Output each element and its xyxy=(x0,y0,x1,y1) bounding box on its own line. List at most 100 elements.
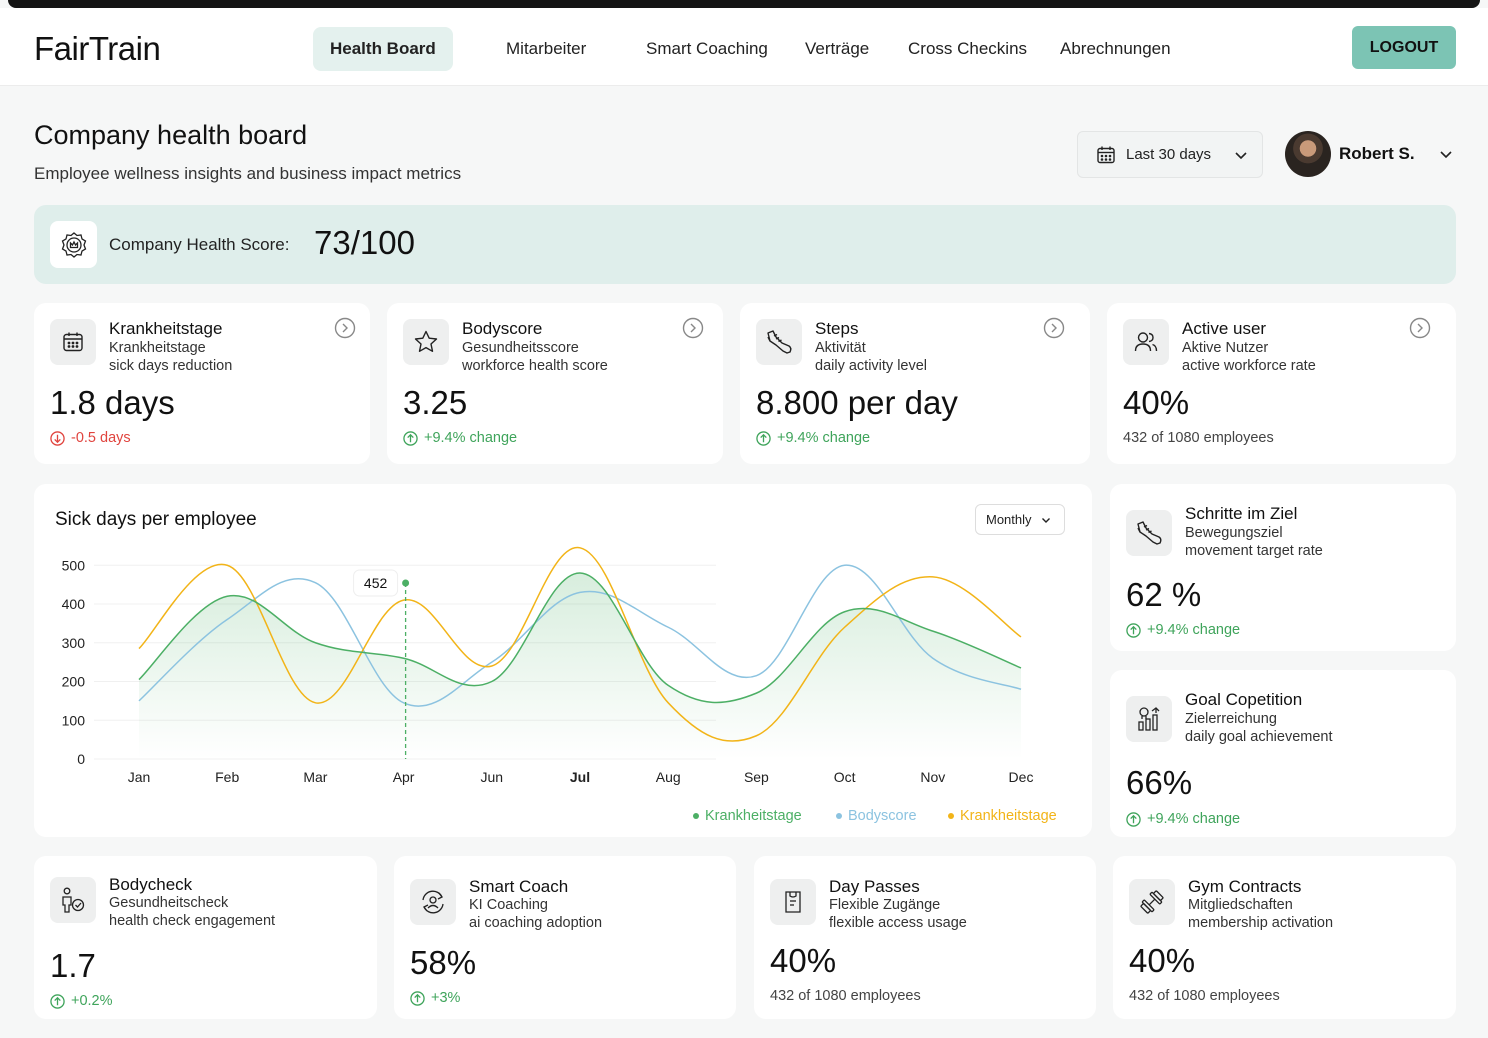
kpi-card-krankheitstage[interactable]: Krankheitstage Krankheitstage sick days … xyxy=(34,303,370,464)
card-title: Bodycheck xyxy=(109,875,193,894)
kpi-subtitle-en: sick days reduction xyxy=(109,358,233,374)
card-subtitle-en: health check engagement xyxy=(109,913,276,929)
users-icon xyxy=(1123,319,1169,365)
card-subtitle-de: Gesundheitscheck xyxy=(109,895,229,911)
y-tick-label: 0 xyxy=(77,751,85,767)
nav-abrechnungen[interactable]: Abrechnungen xyxy=(1060,39,1171,58)
kpi-card-bodyscore[interactable]: Bodyscore Gesundheitsscore workforce hea… xyxy=(387,303,723,464)
arrow-right-circle-icon[interactable] xyxy=(1409,317,1431,339)
page-title: Company health board xyxy=(34,120,308,150)
chart-title: Sick days per employee xyxy=(55,509,257,530)
sick-days-chart-card: Sick days per employee Monthly 0 100 200 30… xyxy=(34,484,1092,837)
x-tick-label: Aug xyxy=(656,769,681,785)
kpi-card-steps[interactable]: Steps Aktivität daily activity level 8.8… xyxy=(740,303,1090,464)
x-tick-label: Nov xyxy=(920,769,945,785)
kpi-subtitle-de: Aktivität xyxy=(815,340,866,356)
card-goal-competition[interactable]: Goal Copetition Zielerreichung daily goa… xyxy=(1110,670,1456,837)
kpi-change: +9.4% change xyxy=(756,430,870,446)
user-name[interactable]: Robert S. xyxy=(1339,144,1415,163)
health-score-value: 73/100 xyxy=(314,224,415,261)
x-tick-label: Oct xyxy=(834,769,856,785)
kpi-value: 3.25 xyxy=(403,384,468,421)
app-logo[interactable]: FairTrain xyxy=(34,30,161,67)
dumbbell-icon xyxy=(1129,879,1175,925)
date-range-select[interactable]: Last 30 days xyxy=(1077,131,1263,178)
kpi-subtitle-de: Aktive Nutzer xyxy=(1182,340,1269,356)
chevron-down-icon xyxy=(1235,151,1247,159)
legend-dot xyxy=(836,813,842,819)
arrow-up-circle-icon xyxy=(1126,811,1141,827)
nav-vertraege[interactable]: Verträge xyxy=(805,39,870,58)
period-select[interactable]: Monthly xyxy=(975,504,1065,535)
kpi-change-text: +9.4% change xyxy=(777,430,871,446)
nav-mitarbeiter[interactable]: Mitarbeiter xyxy=(506,39,587,58)
nav-health-board[interactable]: Health Board xyxy=(313,27,453,71)
line-chart[interactable]: 0 100 200 300 400 500 Jan Feb Mar Apr Jun Jul Aug Sep… xyxy=(34,484,1092,794)
card-change-text: +3% xyxy=(431,990,461,1006)
tooltip-value: 452 xyxy=(364,575,388,591)
series-line-krankheitstage-2 xyxy=(138,547,1022,742)
kpi-subtitle-en: active workforce rate xyxy=(1182,358,1316,374)
page-subtitle: Employee wellness insights and business … xyxy=(34,164,462,183)
card-value: 40% xyxy=(770,942,837,979)
y-tick-label: 500 xyxy=(62,557,86,573)
card-schritte-im-ziel[interactable]: Schritte im Ziel Bewegungsziel movement … xyxy=(1110,484,1456,651)
legend-item-krankheitstage-green[interactable]: Krankheitstage xyxy=(693,808,802,824)
logout-button[interactable]: LOGOUT xyxy=(1352,26,1456,69)
card-change-text: +9.4% change xyxy=(1147,622,1241,638)
nav-smart-coaching[interactable]: Smart Coaching xyxy=(646,39,768,58)
user-menu-chevron-icon[interactable] xyxy=(1438,146,1454,162)
kpi-subtitle-en: daily activity level xyxy=(815,358,928,374)
nav-cross-checkins[interactable]: Cross Checkins xyxy=(908,39,1028,58)
card-title: Day Passes xyxy=(829,877,920,896)
card-subtitle-en: movement target rate xyxy=(1185,543,1323,559)
arrow-right-circle-icon[interactable] xyxy=(334,317,356,339)
chevron-down-icon xyxy=(1041,517,1050,523)
sneaker-icon xyxy=(756,319,802,365)
arrow-right-circle-icon[interactable] xyxy=(682,317,704,339)
legend-item-bodyscore[interactable]: Bodyscore xyxy=(836,808,917,824)
health-score-banner: Company Health Score: 73/100 xyxy=(34,205,1456,284)
card-value: 58% xyxy=(410,944,477,981)
legend-item-krankheitstage-orange[interactable]: Krankheitstage xyxy=(948,808,1057,824)
card-note: 432 of 1080 employees xyxy=(770,988,921,1004)
arrow-right-circle-icon[interactable] xyxy=(1043,317,1065,339)
series-area-krankheitstage xyxy=(139,572,1021,759)
card-bodycheck[interactable]: Bodycheck Gesundheitscheck health check … xyxy=(34,856,377,1019)
x-tick-label: Mar xyxy=(303,769,327,785)
badge-icon xyxy=(50,221,97,268)
legend-dot xyxy=(693,813,699,819)
kpi-change: +9.4% change xyxy=(403,430,517,446)
card-subtitle-de: Zielerreichung xyxy=(1185,711,1277,727)
kpi-card-active-user[interactable]: Active user Aktive Nutzer active workfor… xyxy=(1107,303,1456,464)
arrow-up-circle-icon xyxy=(50,993,65,1009)
x-tick-label: Jun xyxy=(481,769,504,785)
card-subtitle-en: flexible access usage xyxy=(829,915,967,931)
card-value: 40% xyxy=(1129,942,1196,979)
card-subtitle-de: Bewegungsziel xyxy=(1185,525,1283,541)
user-avatar[interactable] xyxy=(1285,131,1331,177)
tooltip-box xyxy=(353,569,399,597)
card-subtitle-de: Flexible Zugänge xyxy=(829,897,941,913)
x-tick-label: Dec xyxy=(1009,769,1034,785)
card-gym-contracts[interactable]: Gym Contracts Mitgliedschaften membershi… xyxy=(1113,856,1456,1019)
x-tick-label: Sep xyxy=(744,769,769,785)
health-score-label: Company Health Score: xyxy=(109,235,290,254)
top-window-strip xyxy=(8,0,1480,8)
card-day-passes[interactable]: Day Passes Flexible Zugänge flexible acc… xyxy=(754,856,1096,1019)
kpi-title: Steps xyxy=(815,319,859,338)
x-tick-label: Jan xyxy=(128,769,151,785)
card-title: Smart Coach xyxy=(469,877,569,896)
ai-coach-icon xyxy=(410,879,456,925)
card-smart-coach[interactable]: Smart Coach KI Coaching ai coaching adop… xyxy=(394,856,736,1019)
x-tick-label: Feb xyxy=(215,769,239,785)
card-change-text: +0.2% xyxy=(71,993,113,1009)
card-title: Goal Copetition xyxy=(1185,690,1303,709)
legend-dot xyxy=(948,813,954,819)
kpi-note: 432 of 1080 employees xyxy=(1123,430,1274,446)
y-tick-label: 100 xyxy=(62,712,86,728)
legend-label: Krankheitstage xyxy=(705,808,802,824)
kpi-subtitle-de: Krankheitstage xyxy=(109,340,206,356)
card-change: +9.4% change xyxy=(1126,811,1240,827)
kpi-change: -0.5 days xyxy=(50,430,131,446)
